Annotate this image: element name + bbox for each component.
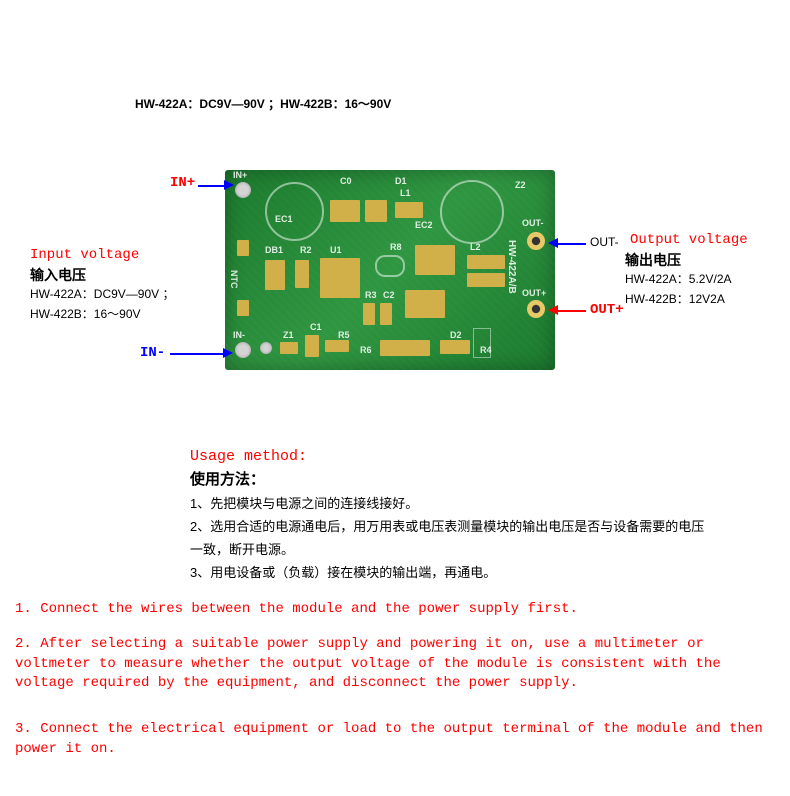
silk-ec2 — [440, 180, 504, 244]
output-title-cn: 输出电压 — [625, 250, 681, 270]
pad-in-plus — [235, 182, 251, 198]
label-c2: C2 — [383, 290, 395, 300]
smd-1 — [330, 200, 360, 222]
usage-title-cn: 使用方法： — [190, 468, 265, 489]
label-r8: R8 — [390, 242, 402, 252]
pad-small — [260, 342, 272, 354]
silk-in-minus: IN- — [233, 330, 245, 340]
output-spec1: HW-422A：5.2V/2A — [625, 270, 732, 288]
usage-title-en: Usage method: — [190, 448, 307, 465]
input-title-cn: 输入电压 — [30, 265, 86, 285]
smd-r2 — [295, 260, 309, 288]
input-title-en: Input voltage — [30, 247, 139, 263]
pcb-board: IN+ IN- OUT- OUT+ EC1 EC2 C0 D1 L1 Z2 L2… — [225, 170, 555, 370]
label-d2: D2 — [450, 330, 462, 340]
smd-r8 — [375, 255, 405, 277]
label-z2: Z2 — [515, 180, 526, 190]
silk-in-plus: IN+ — [233, 170, 247, 180]
label-in-plus-ext: IN+ — [170, 175, 195, 191]
input-spec2: HW-422B：16～90V — [30, 305, 141, 323]
output-title-en: Output voltage — [630, 232, 748, 248]
arrow-in-minus — [170, 353, 225, 355]
smd-db1 — [265, 260, 285, 290]
silk-ec1 — [265, 182, 324, 241]
label-r2: R2 — [300, 245, 312, 255]
label-c1: C1 — [310, 322, 322, 332]
label-db1: DB1 — [265, 245, 283, 255]
smd-l2b — [467, 273, 505, 287]
silk-out-plus: OUT+ — [522, 288, 546, 298]
pad-in-minus — [235, 342, 251, 358]
usage-cn-2a: 2、选用合适的电源通电后，用万用表或电压表测量模块的输出电压是否与设备需要的电压 — [190, 515, 704, 538]
arrow-out-plus — [556, 310, 586, 312]
label-u1: U1 — [330, 245, 342, 255]
pad-out-plus — [527, 300, 545, 318]
label-ntc: NTC — [229, 270, 239, 289]
board-name: HW-422A/B — [506, 240, 517, 294]
label-c0: C0 — [340, 176, 352, 186]
arrowhead-out-plus — [548, 305, 558, 315]
smd-d2 — [440, 340, 470, 354]
smd-c1 — [305, 335, 319, 357]
smd-bot1 — [380, 340, 430, 356]
smd-ntc2 — [237, 300, 249, 316]
label-r3: R3 — [365, 290, 377, 300]
smd-2 — [365, 200, 387, 222]
smd-mid — [405, 290, 445, 318]
input-spec1: HW-422A：DC9V—90V ； — [30, 285, 175, 303]
label-ec1: EC1 — [275, 214, 293, 224]
smd-ntc1 — [237, 240, 249, 256]
silk-out-minus: OUT- — [522, 218, 544, 228]
smd-3 — [395, 202, 423, 218]
smd-l2a — [467, 255, 505, 269]
usage-en-1: 1. Connect the wires between the module … — [15, 600, 775, 620]
usage-cn-3: 3、用电设备或（负载）接在模块的输出端，再通电。 — [190, 561, 496, 584]
label-in-minus-ext: IN- — [140, 345, 165, 361]
usage-en-2: 2. After selecting a suitable power supp… — [15, 635, 775, 694]
arrow-out-minus — [556, 243, 586, 245]
smd-r5 — [325, 340, 349, 352]
smd-u1 — [320, 258, 360, 298]
label-ec2: EC2 — [415, 220, 433, 230]
arrowhead-in-plus — [224, 180, 234, 190]
arrowhead-in-minus — [223, 348, 233, 358]
label-z1: Z1 — [283, 330, 294, 340]
arrowhead-out-minus — [548, 238, 558, 248]
smd-c2 — [380, 303, 392, 325]
label-out-plus-ext: OUT+ — [590, 302, 624, 318]
smd-z1 — [280, 342, 298, 354]
smd-r3 — [363, 303, 375, 325]
smd-big — [415, 245, 455, 275]
label-d1: D1 — [395, 176, 407, 186]
usage-cn-1: 1、先把模块与电源之间的连接线接好。 — [190, 492, 418, 515]
silk-diode — [473, 328, 491, 358]
label-l1: L1 — [400, 188, 411, 198]
label-r6: R6 — [360, 345, 372, 355]
pad-out-minus — [527, 232, 545, 250]
label-l2: L2 — [470, 242, 481, 252]
usage-cn-2b: 一致，断开电源。 — [190, 538, 294, 561]
output-spec2: HW-422B：12V2A — [625, 290, 725, 308]
label-out-minus-ext: OUT- — [590, 235, 619, 249]
header-spec: HW-422A：DC9V—90V ；HW-422B：16～90V — [135, 95, 391, 112]
usage-en-3: 3. Connect the electrical equipment or l… — [15, 720, 775, 759]
arrow-in-plus — [198, 185, 226, 187]
label-r5: R5 — [338, 330, 350, 340]
